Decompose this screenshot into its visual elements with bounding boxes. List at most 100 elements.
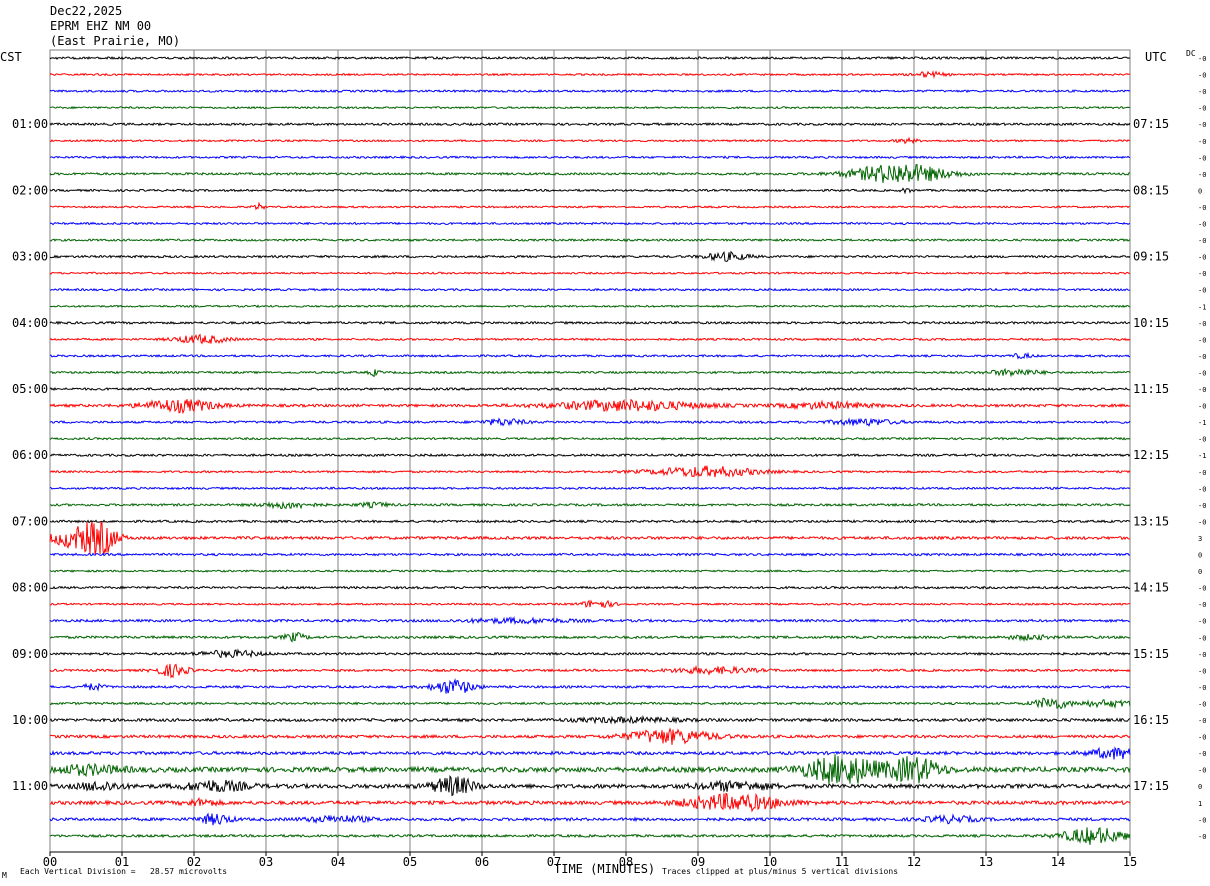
utc-hour-label: 17:15 <box>1133 779 1169 793</box>
cst-hour-label: 07:00 <box>12 514 48 528</box>
trace-line <box>49 55 1131 61</box>
x-tick-label: 03 <box>259 855 273 869</box>
x-tick-label: 07 <box>547 855 561 869</box>
cst-hour-label: 06:00 <box>12 448 48 462</box>
dc-offset-value: -0 <box>1198 618 1206 626</box>
trace-line <box>49 271 1131 275</box>
header-location: (East Prairie, MO) <box>50 34 181 48</box>
dc-offset-value: -0 <box>1198 734 1206 742</box>
dc-offset-value: -1 <box>1198 419 1206 427</box>
x-tick-label: 12 <box>907 855 921 869</box>
trace-line <box>49 70 1131 79</box>
dc-offset-value: -0 <box>1198 254 1206 262</box>
trace-line <box>49 136 1131 145</box>
trace-line <box>49 320 1131 326</box>
trace-line <box>49 187 1131 195</box>
trace-line <box>49 727 1131 745</box>
trace-line <box>49 827 1131 845</box>
trace-line <box>49 569 1131 573</box>
time-axis: 00 01 02 03 04 05 06 07 08 09 10 11 12 13 14 15 <box>43 851 1137 869</box>
x-tick-label: 15 <box>1123 855 1137 869</box>
dc-offset-value: -0 <box>1198 121 1206 129</box>
trace-line <box>49 465 1131 478</box>
x-tick-label: 02 <box>187 855 201 869</box>
x-tick-label: 09 <box>691 855 705 869</box>
trace-line <box>49 615 1131 626</box>
dc-offsets: -0 -0 -0 -0 -0 -0 -0 -0 0 -0 -0 -0 -0 -0 -0 -1 -0 -0 -0 -0 -… <box>1198 55 1206 841</box>
seismic-traces <box>49 55 1131 845</box>
utc-hour-label: 11:15 <box>1133 382 1169 396</box>
trace-line <box>49 631 1131 643</box>
utc-hour-label: 14:15 <box>1133 581 1169 595</box>
cst-hour-label: 11:00 <box>12 779 48 793</box>
trace-line <box>50 599 1131 609</box>
cst-hour-label: 08:00 <box>12 581 48 595</box>
dc-offset-value: -0 <box>1198 369 1206 377</box>
trace-line <box>49 351 1131 360</box>
trace-line <box>49 585 1131 590</box>
dc-offset-value: -0 <box>1198 651 1206 659</box>
dc-offset-value: -0 <box>1198 502 1206 510</box>
dc-offset-value: -0 <box>1198 816 1206 824</box>
dc-offset-value: -0 <box>1198 601 1206 609</box>
trace-line <box>49 648 1131 659</box>
trace-line <box>49 436 1131 441</box>
dc-offset-value: -0 <box>1198 750 1206 758</box>
cst-hour-label: 03:00 <box>12 250 48 264</box>
trace-line <box>49 792 1131 813</box>
corner-mark: M <box>2 871 7 880</box>
trace-line <box>49 774 1131 797</box>
utc-hour-label: 15:15 <box>1133 647 1169 661</box>
dc-offset-value: 0 <box>1198 568 1202 576</box>
trace-line <box>49 122 1131 127</box>
dc-offset-value: -1 <box>1198 452 1206 460</box>
trace-line <box>49 663 1131 679</box>
utc-hour-label: 12:15 <box>1133 448 1169 462</box>
dc-offset-value: -0 <box>1198 667 1206 675</box>
dc-offset-value: -0 <box>1198 221 1206 229</box>
trace-line <box>49 238 1131 243</box>
dc-offset-value: -0 <box>1198 485 1206 493</box>
x-tick-label: 14 <box>1051 855 1065 869</box>
trace-line <box>49 417 1131 427</box>
x-tick-label: 04 <box>331 855 345 869</box>
dc-offset-value: -0 <box>1198 237 1206 245</box>
utc-hour-label: 07:15 <box>1133 117 1169 131</box>
dc-offset-value: -0 <box>1198 469 1206 477</box>
trace-line <box>49 678 1131 694</box>
x-tick-label: 08 <box>619 855 633 869</box>
dc-offset-value: -0 <box>1198 287 1206 295</box>
trace-line <box>49 163 1131 183</box>
dc-offset-value: -0 <box>1198 386 1206 394</box>
trace-line <box>49 201 1131 211</box>
trace-line <box>49 89 1131 94</box>
dc-offset-value: -1 <box>1198 303 1206 311</box>
left-timezone-label: CST <box>0 50 22 64</box>
header-station: EPRM EHZ NM 00 <box>50 19 152 33</box>
dc-offset-value: -0 <box>1198 154 1206 162</box>
dc-offset-value: -0 <box>1198 436 1206 444</box>
trace-line <box>49 697 1131 710</box>
dc-offset-value: -0 <box>1198 634 1206 642</box>
trace-line <box>49 386 1131 392</box>
trace-line <box>50 287 1131 292</box>
header-date: Dec22,2025 <box>50 4 123 18</box>
x-tick-label: 05 <box>403 855 417 869</box>
dc-offset-value: -0 <box>1198 88 1206 96</box>
trace-line <box>49 333 1131 345</box>
trace-line <box>49 452 1131 458</box>
x-tick-label: 13 <box>979 855 993 869</box>
dc-offset-value: -0 <box>1198 585 1206 593</box>
dc-label: DC <box>1186 49 1196 58</box>
dc-offset-value: -0 <box>1198 320 1206 328</box>
x-tick-label: 01 <box>115 855 129 869</box>
utc-hour-label: 08:15 <box>1133 183 1169 197</box>
dc-offset-value: 1 <box>1198 800 1202 808</box>
utc-hour-label: 10:15 <box>1133 316 1169 330</box>
plot-frame <box>49 49 1131 853</box>
trace-line <box>49 501 1131 510</box>
dc-offset-value: -0 <box>1198 105 1206 113</box>
trace-line <box>49 519 1131 524</box>
utc-hour-label: 16:15 <box>1133 713 1169 727</box>
